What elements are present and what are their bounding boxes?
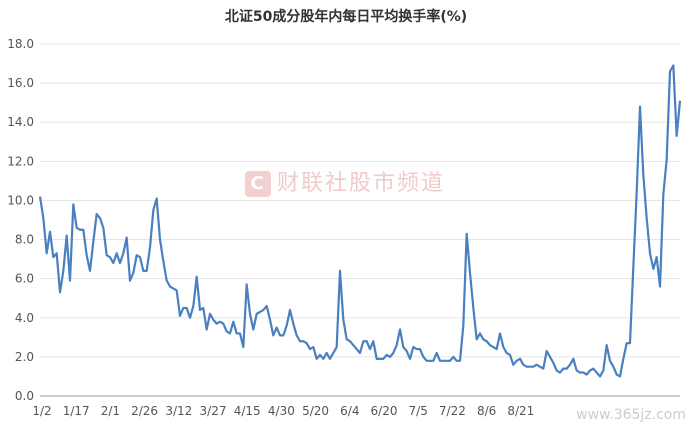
x-tick-label: 2/26: [131, 404, 158, 418]
y-tick-label: 18.0: [7, 37, 34, 51]
watermark: C 财联社股市频道: [245, 165, 445, 197]
y-tick-label: 8.0: [15, 233, 34, 247]
series-line: [38, 64, 682, 378]
x-tick-label: 7/5: [409, 404, 428, 418]
x-tick-label: 5/20: [302, 404, 329, 418]
y-tick-label: 4.0: [15, 311, 34, 325]
y-tick-label: 16.0: [7, 76, 34, 90]
x-tick-label: 2/1: [101, 404, 120, 418]
x-tick-label: 6/4: [340, 404, 359, 418]
site-watermark: www.365jz.com: [576, 407, 686, 423]
x-tick-label: 4/30: [268, 404, 295, 418]
watermark-logo-icon: C: [245, 171, 271, 197]
chart-title: 北证50成分股年内每日平均换手率(%): [224, 9, 468, 25]
y-tick-label: 10.0: [7, 193, 34, 207]
x-tick-label: 6/20: [371, 404, 398, 418]
x-tick-label: 3/12: [165, 404, 192, 418]
y-tick-label: 6.0: [15, 272, 34, 286]
x-tick-label: 7/22: [439, 404, 466, 418]
y-tick-label: 12.0: [7, 154, 34, 168]
x-tick-label: 8/21: [507, 404, 534, 418]
x-tick-label: 3/27: [200, 404, 227, 418]
watermark-text: 财联社股市频道: [277, 171, 446, 196]
x-tick-label: 8/6: [477, 404, 496, 418]
y-tick-label: 14.0: [7, 115, 34, 129]
x-tick-label: 1/17: [63, 404, 90, 418]
x-tick-label: 1/2: [32, 404, 51, 418]
y-tick-label: 2.0: [15, 350, 34, 364]
y-tick-label: 0.0: [15, 389, 34, 403]
x-tick-label: 4/15: [234, 404, 261, 418]
